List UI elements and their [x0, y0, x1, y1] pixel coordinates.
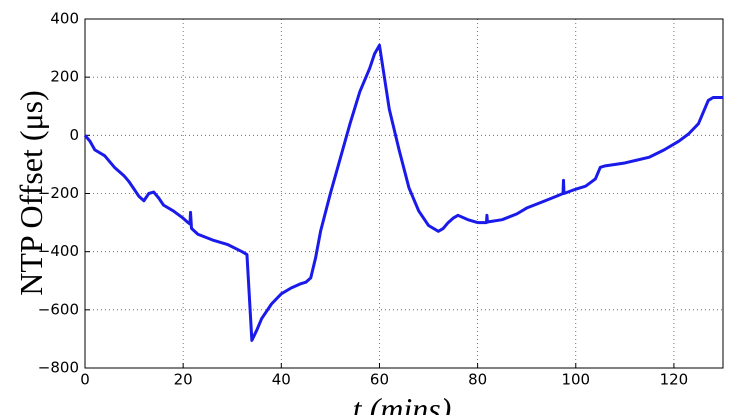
y-tick-label: −600	[38, 300, 79, 318]
y-tick-label: −800	[38, 359, 79, 377]
y-tick-label: 0	[69, 126, 79, 144]
x-axis-label: t (mins)	[353, 391, 452, 415]
y-tick-label: 200	[50, 68, 79, 86]
y-tick-label: −400	[38, 242, 79, 260]
x-tick-label: 80	[468, 371, 487, 389]
x-tick-label: 60	[370, 371, 389, 389]
y-tick-label: 400	[50, 10, 79, 28]
plot-frame	[84, 18, 724, 369]
x-tick-label: 100	[561, 371, 590, 389]
x-tick-label: 0	[80, 371, 90, 389]
x-tick-label: 120	[660, 371, 689, 389]
x-tick-label: 40	[272, 371, 291, 389]
y-axis-label: NTP Offset (μs)	[13, 90, 49, 296]
data-line	[83, 43, 723, 342]
y-tick-label: −200	[38, 184, 79, 202]
plot-area	[85, 19, 723, 368]
x-tick-label: 20	[174, 371, 193, 389]
